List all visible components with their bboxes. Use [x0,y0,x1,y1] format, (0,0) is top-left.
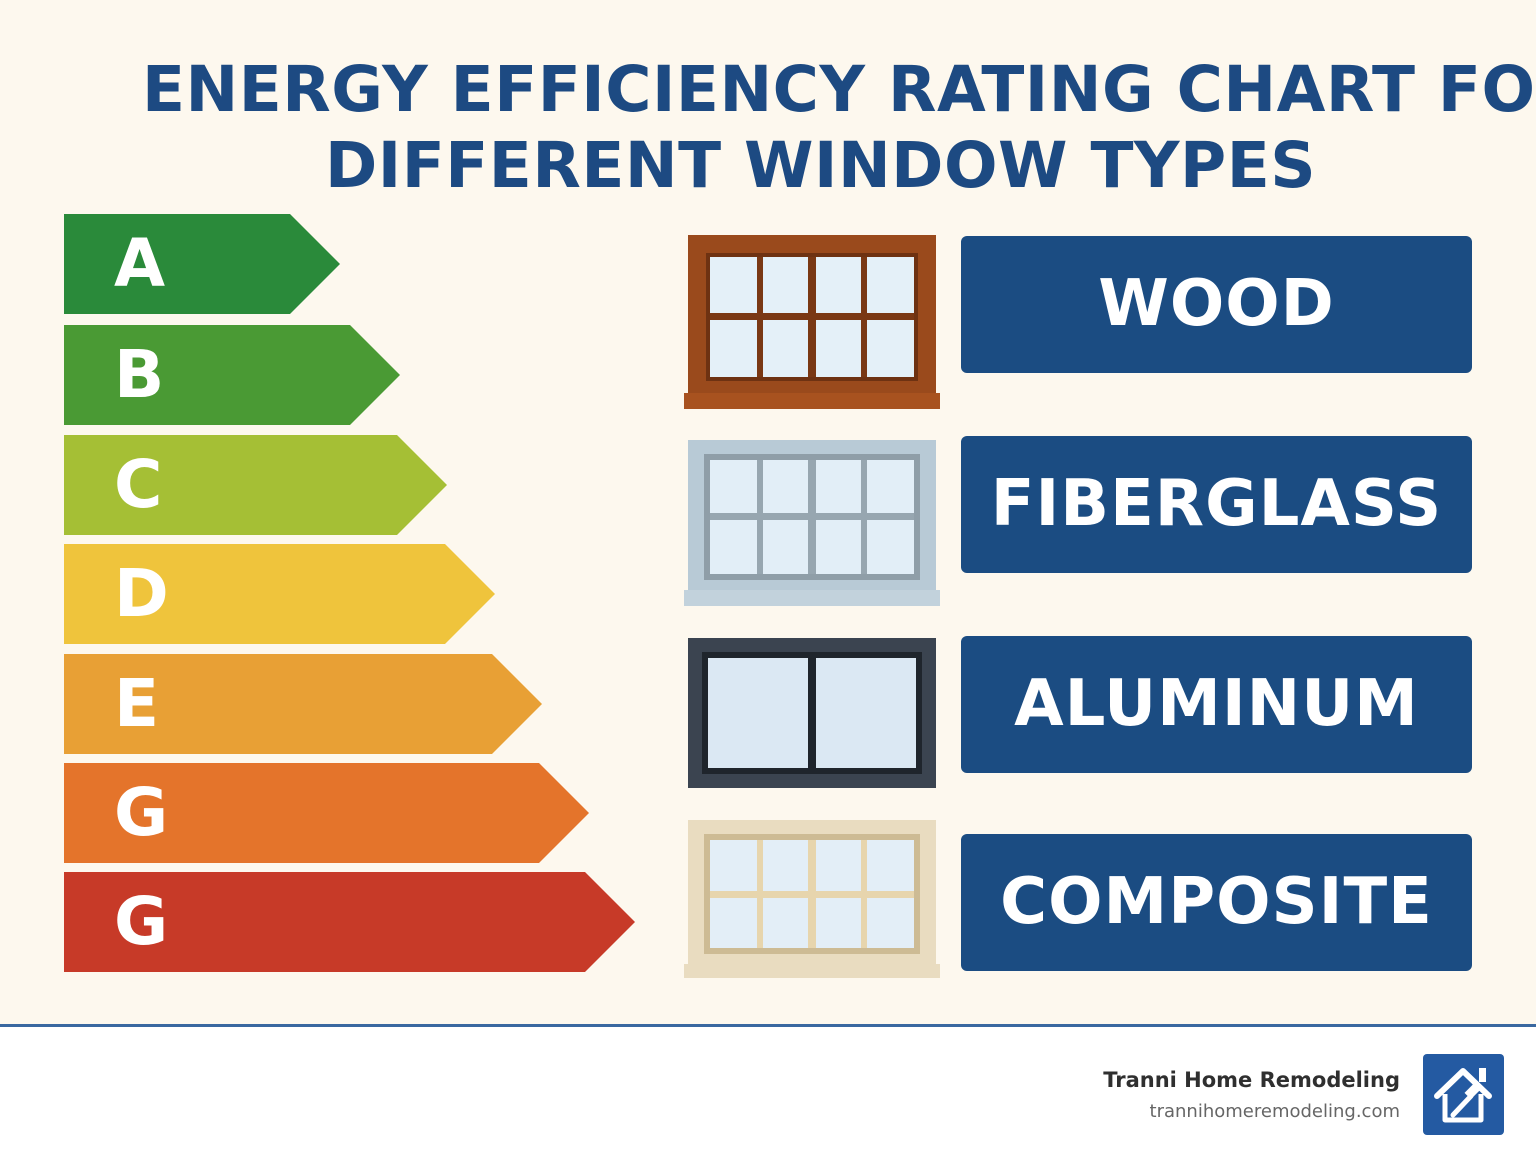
rating-label: G [114,774,169,851]
rating-bar-b: B [64,325,400,425]
window-type-composite: COMPOSITE [961,834,1472,971]
rating-bar-e: E [64,654,542,754]
title-line-1: ENERGY EFFICIENCY RATING CHART FOR [142,53,1536,126]
composite-window-icon [684,820,940,980]
aluminum-window-icon [684,638,940,788]
rating-label: G [114,883,169,960]
rating-label: B [114,336,165,413]
house-hammer-icon [1423,1054,1504,1135]
brand-url[interactable]: trannihomeremodeling.com [1149,1101,1400,1122]
wood-window-icon [684,235,940,411]
rating-label: E [114,665,160,742]
rating-label: C [114,446,163,523]
window-type-aluminum: ALUMINUM [961,636,1472,773]
footer: Tranni Home Remodeling trannihomeremodel… [0,1024,1536,1157]
title-line-2: DIFFERENT WINDOW TYPES [325,129,1317,202]
window-type-wood: WOOD [961,236,1472,373]
brand-name: Tranni Home Remodeling [1103,1068,1400,1092]
rating-bar-g1: G [64,763,589,863]
window-type-fiberglass: FIBERGLASS [961,436,1472,573]
rating-bar-a: A [64,214,340,314]
rating-label: D [114,555,169,632]
rating-label: A [114,225,166,302]
rating-bar-d: D [64,544,495,644]
fiberglass-window-icon [684,440,940,608]
rating-bar-c: C [64,435,447,535]
rating-bar-g2: G [64,872,635,972]
